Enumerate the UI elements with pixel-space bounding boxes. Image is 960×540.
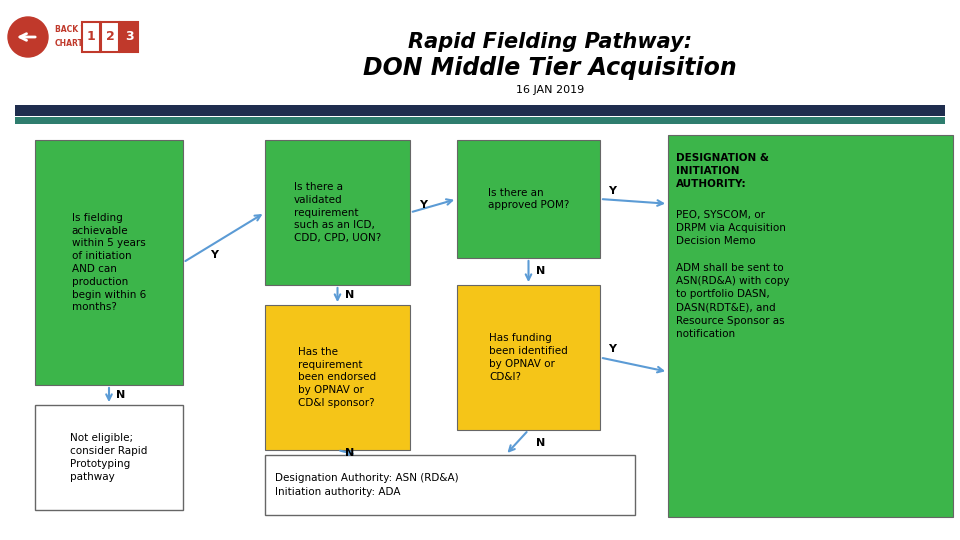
Text: 2: 2 — [106, 30, 114, 44]
Text: 1: 1 — [86, 30, 95, 44]
Bar — [457, 140, 600, 258]
Text: Has the
requirement
been endorsed
by OPNAV or
CD&I sponsor?: Has the requirement been endorsed by OPN… — [299, 347, 376, 408]
Bar — [265, 305, 410, 450]
Text: Is fielding
achievable
within 5 years
of initiation
AND can
production
begin wit: Is fielding achievable within 5 years of… — [72, 213, 146, 312]
Text: Rapid Fielding Pathway:: Rapid Fielding Pathway: — [408, 32, 692, 52]
Bar — [15, 105, 945, 116]
Text: Y: Y — [210, 249, 218, 260]
Text: N: N — [116, 390, 126, 400]
Bar — [15, 117, 945, 124]
Text: Y: Y — [608, 345, 616, 354]
Bar — [35, 140, 183, 385]
Text: Y: Y — [608, 186, 616, 196]
Bar — [265, 140, 410, 285]
Text: Is there an
approved POM?: Is there an approved POM? — [488, 187, 569, 211]
Text: Y: Y — [420, 199, 427, 210]
Text: Has funding
been identified
by OPNAV or
CD&I?: Has funding been identified by OPNAV or … — [490, 333, 568, 382]
Text: N: N — [345, 448, 354, 457]
Text: PEO, SYSCOM, or
DRPM via Acquisition
Decision Memo

ADM shall be sent to
ASN(RD&: PEO, SYSCOM, or DRPM via Acquisition Dec… — [676, 210, 789, 339]
Bar — [82, 22, 100, 52]
Bar — [120, 22, 138, 52]
Text: Is there a
validated
requirement
such as an ICD,
CDD, CPD, UON?: Is there a validated requirement such as… — [294, 182, 381, 243]
Text: Designation Authority: ASN (RD&A)
Initiation authority: ADA: Designation Authority: ASN (RD&A) Initia… — [275, 474, 459, 497]
Text: N: N — [536, 437, 545, 448]
Bar — [35, 405, 183, 510]
Text: Not eligible;
consider Rapid
Prototyping
pathway: Not eligible; consider Rapid Prototyping… — [70, 433, 148, 482]
Text: DON Middle Tier Acquisition: DON Middle Tier Acquisition — [363, 56, 737, 80]
Text: CHART: CHART — [55, 38, 84, 48]
Bar — [101, 22, 119, 52]
Text: N: N — [536, 267, 545, 276]
Text: N: N — [345, 290, 354, 300]
Text: DESIGNATION &
INITIATION
AUTHORITY:: DESIGNATION & INITIATION AUTHORITY: — [676, 153, 769, 190]
Text: BACK TO: BACK TO — [55, 25, 92, 35]
Text: 16 JAN 2019: 16 JAN 2019 — [516, 85, 584, 95]
Text: 3: 3 — [125, 30, 133, 44]
Bar — [457, 285, 600, 430]
Bar — [668, 135, 953, 517]
Circle shape — [8, 17, 48, 57]
Bar — [265, 455, 635, 515]
